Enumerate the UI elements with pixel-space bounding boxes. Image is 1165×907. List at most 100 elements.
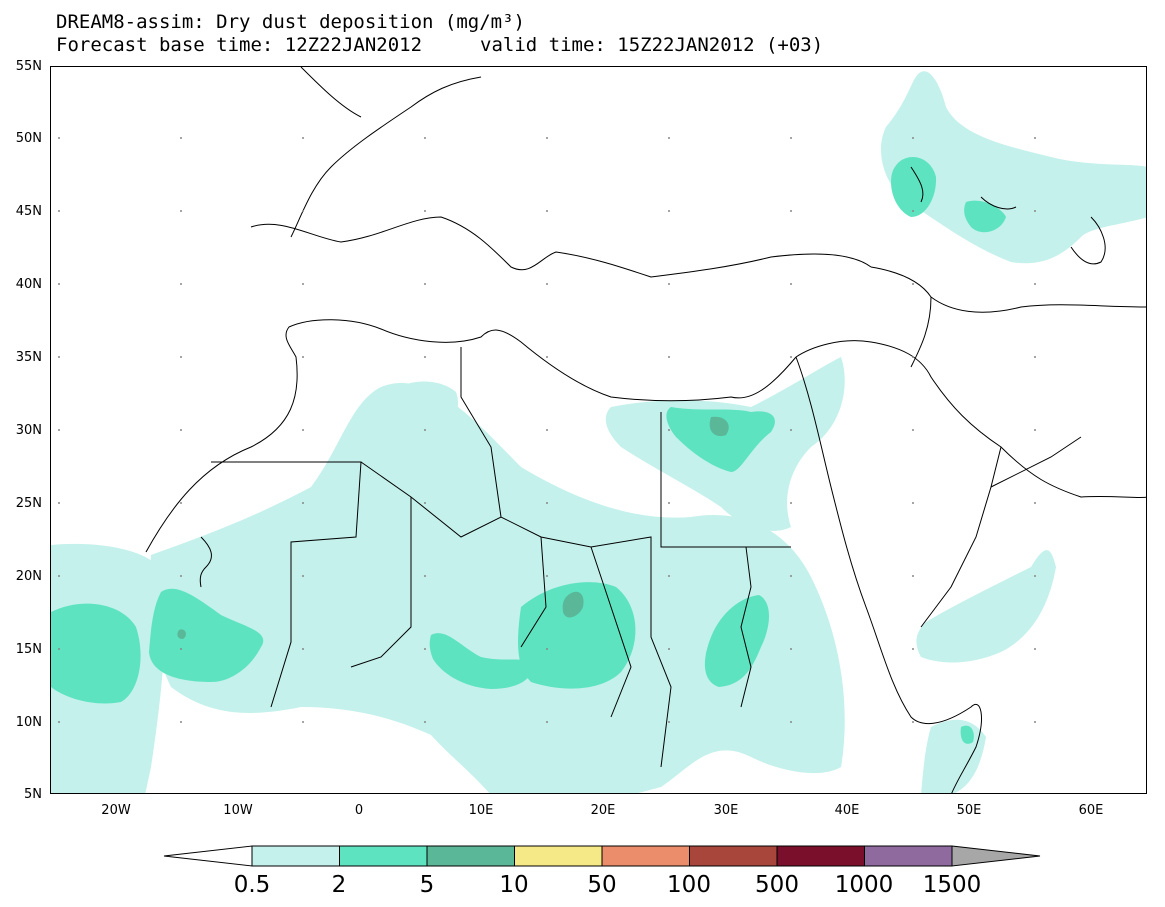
grid-dot — [58, 210, 60, 212]
grid-dot — [1034, 283, 1036, 285]
grid-dot — [912, 648, 914, 650]
lon-label-30e: 30E — [713, 803, 739, 818]
grid-dot — [424, 356, 426, 358]
grid-dot — [302, 137, 304, 139]
grid-dot — [424, 502, 426, 504]
colorbar-swatch-7 — [864, 845, 953, 867]
grid-dot — [790, 356, 792, 358]
grid-dot — [668, 210, 670, 212]
lon-label-10e: 10E — [468, 803, 494, 818]
lon-label-10w: 10W — [223, 803, 253, 818]
grid-dot — [180, 575, 182, 577]
grid-dot — [58, 356, 60, 358]
grid-dot — [58, 648, 60, 650]
grid-dot — [668, 356, 670, 358]
grid-dot — [58, 283, 60, 285]
grid-dot — [546, 721, 548, 723]
grid-dot — [668, 575, 670, 577]
lon-label-40e: 40E — [834, 803, 860, 818]
colorbar-label-2: 2 — [331, 872, 347, 898]
grid-dot — [668, 137, 670, 139]
grid-dot — [1034, 356, 1036, 358]
grid-dot — [1034, 137, 1036, 139]
grid-dot — [302, 283, 304, 285]
colorbar-left-arrow — [163, 845, 253, 867]
colorbar-right-arrow — [951, 845, 1041, 867]
colorbar-label-1000: 1000 — [834, 872, 894, 898]
grid-dot — [668, 648, 670, 650]
map-frame — [50, 66, 1147, 794]
colorbar-swatch-4 — [601, 845, 690, 867]
grid-dot — [912, 283, 914, 285]
grid-dot — [302, 356, 304, 358]
lat-label-20n: 20N — [15, 569, 42, 584]
colorbar-label-100: 100 — [667, 872, 711, 898]
grid-dot — [180, 429, 182, 431]
grid-dot — [424, 429, 426, 431]
lat-label-10n: 10N — [15, 715, 42, 730]
grid-dot — [58, 429, 60, 431]
deposition-level-medium — [51, 157, 1006, 744]
grid-dot — [1034, 210, 1036, 212]
grid-dot — [668, 502, 670, 504]
grid-dot — [790, 575, 792, 577]
colorbar-label-0-5: 0.5 — [233, 872, 271, 898]
grid-dot — [302, 575, 304, 577]
lat-label-15n: 15N — [15, 642, 42, 657]
grid-dot — [912, 429, 914, 431]
grid-dots — [58, 137, 1036, 723]
deposition-level-dark — [177, 416, 729, 639]
lon-label-0: 0 — [354, 803, 364, 818]
lat-label-40n: 40N — [15, 277, 42, 292]
colorbar-label-1500: 1500 — [922, 872, 982, 898]
grid-dot — [790, 721, 792, 723]
lat-label-45n: 45N — [15, 204, 42, 219]
colorbar-label-10: 10 — [499, 872, 529, 898]
grid-dot — [546, 283, 548, 285]
colorbar-swatch-3 — [514, 845, 603, 867]
grid-dot — [58, 137, 60, 139]
grid-dot — [1034, 648, 1036, 650]
colorbar-swatch-5 — [689, 845, 778, 867]
grid-dot — [790, 210, 792, 212]
grid-dot — [546, 429, 548, 431]
dust-deposition-map — [51, 67, 1146, 793]
grid-dot — [424, 721, 426, 723]
grid-dot — [180, 648, 182, 650]
grid-dot — [546, 575, 548, 577]
lon-label-20w: 20W — [101, 803, 131, 818]
grid-dot — [302, 502, 304, 504]
grid-dot — [790, 137, 792, 139]
grid-dot — [424, 137, 426, 139]
grid-dot — [668, 429, 670, 431]
colorbar-swatches — [251, 845, 953, 867]
grid-dot — [1034, 429, 1036, 431]
grid-dot — [790, 648, 792, 650]
lon-label-20e: 20E — [590, 803, 616, 818]
grid-dot — [58, 575, 60, 577]
lat-label-35n: 35N — [15, 350, 42, 365]
grid-dot — [424, 210, 426, 212]
colorbar-swatch-2 — [426, 845, 515, 867]
grid-dot — [546, 648, 548, 650]
title-line-1: DREAM8-assim: Dry dust deposition (mg/m³… — [56, 11, 525, 33]
lat-label-55n: 55N — [15, 59, 42, 74]
grid-dot — [912, 502, 914, 504]
lat-label-50n: 50N — [15, 131, 42, 146]
colorbar-swatch-1 — [339, 845, 428, 867]
lat-label-25n: 25N — [15, 496, 42, 511]
grid-dot — [424, 648, 426, 650]
colorbar-label-50: 50 — [587, 872, 617, 898]
grid-dot — [912, 575, 914, 577]
grid-dot — [180, 137, 182, 139]
lat-label-30n: 30N — [15, 423, 42, 438]
grid-dot — [302, 429, 304, 431]
grid-dot — [302, 210, 304, 212]
grid-dot — [1034, 721, 1036, 723]
grid-dot — [912, 721, 914, 723]
colorbar-label-500: 500 — [755, 872, 799, 898]
grid-dot — [546, 137, 548, 139]
grid-dot — [668, 721, 670, 723]
grid-dot — [790, 283, 792, 285]
